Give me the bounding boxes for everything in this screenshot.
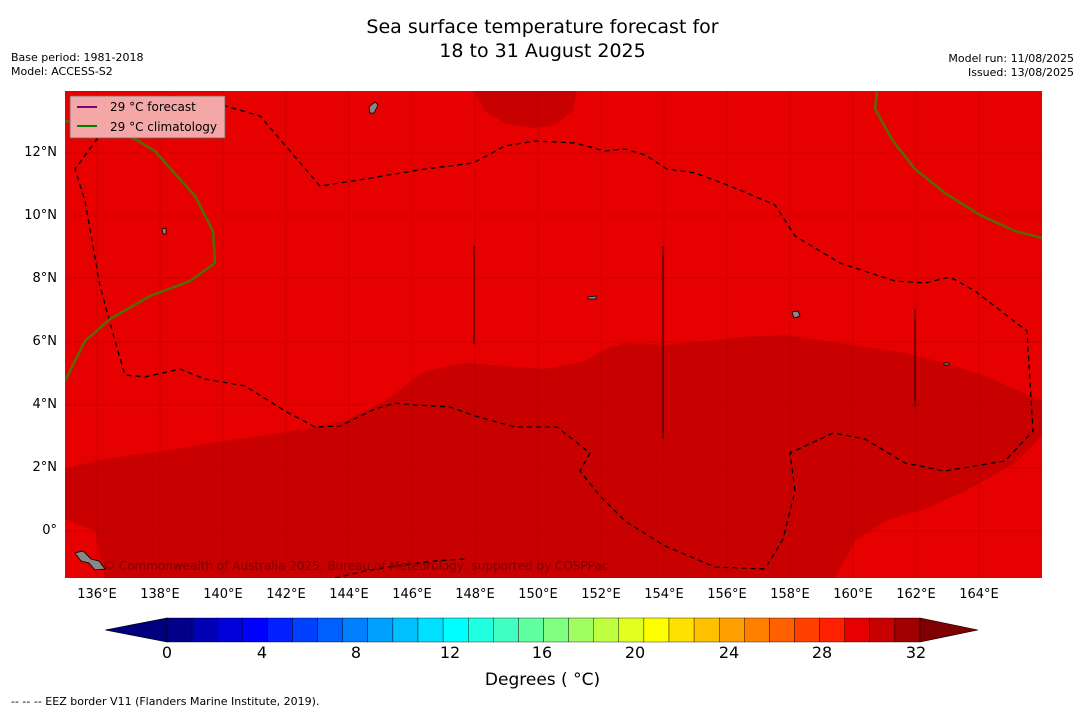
- colorbar-cell: [442, 617, 469, 643]
- colorbar-cell: [317, 617, 343, 643]
- base-period: Base period: 1981-2018: [11, 51, 144, 64]
- colorbar-cell: [693, 617, 720, 643]
- model-name: Model: ACCESS-S2: [11, 65, 113, 78]
- lon-label-152e: 152°E: [581, 587, 621, 602]
- colorbar-tick-4: 4: [256, 643, 268, 662]
- map-legend: 29 °C forecast 29 °C climatology: [69, 95, 226, 139]
- lon-label-136e: 136°E: [77, 587, 117, 602]
- colorbar-cell: [166, 617, 193, 643]
- colorbar-cell: [894, 617, 921, 643]
- colorbar-cell: [719, 617, 745, 643]
- colorbar-tick-0: 0: [161, 643, 173, 662]
- colorbar-cell: [417, 617, 444, 643]
- colorbar-cell: [367, 617, 394, 643]
- colorbar-cell: [267, 617, 293, 643]
- colorbar-over-arrow: [919, 617, 979, 643]
- graticule: [65, 91, 1042, 578]
- colorbar-cell: [794, 617, 820, 643]
- colorbar-tick-28: 28: [811, 643, 833, 662]
- colorbar-tick-32: 32: [905, 643, 927, 662]
- lon-label-140e: 140°E: [203, 587, 243, 602]
- colorbar-cell: [769, 617, 795, 643]
- colorbar-cell: [342, 617, 368, 643]
- colorbar-cell: [568, 617, 594, 643]
- colorbar-cell: [468, 617, 494, 643]
- colorbar: [105, 617, 979, 643]
- colorbar-cell: [392, 617, 419, 643]
- lon-label-162e: 162°E: [896, 587, 936, 602]
- eez-border: [74, 95, 1034, 570]
- eez-note: -- -- -- EEZ border V11 (Flanders Marine…: [11, 695, 320, 708]
- colorbar-label: Degrees ( °C): [484, 670, 601, 690]
- colorbar-cell: [518, 617, 544, 643]
- model-run: Model run: 11/08/2025: [948, 52, 1074, 65]
- lat-label-6n: 6°N: [32, 334, 58, 349]
- colorbar-tick-20: 20: [624, 643, 646, 662]
- colorbar-cell: [668, 617, 695, 643]
- sst-field-29-30: [65, 335, 1042, 578]
- lat-label-0: 0°: [42, 523, 57, 538]
- colorbar-cell: [593, 617, 620, 643]
- climatology-contour-west: [65, 119, 217, 382]
- colorbar-cell: [191, 617, 218, 643]
- legend-box: [69, 95, 226, 139]
- colorbar-cell: [643, 617, 670, 643]
- lon-label-154e: 154°E: [644, 587, 684, 602]
- info-left: Base period: 1981-2018 Model: ACCESS-S2: [11, 51, 143, 79]
- issued-date: Issued: 13/08/2025: [967, 66, 1074, 79]
- lon-label-148e: 148°E: [455, 587, 495, 602]
- lon-label-160e: 160°E: [833, 587, 873, 602]
- lon-label-156e: 156°E: [707, 587, 747, 602]
- colorbar-cell: [844, 617, 871, 643]
- colorbar-cell: [744, 617, 770, 643]
- colorbar-tick-16: 16: [531, 643, 553, 662]
- colorbar-cells: [105, 617, 979, 643]
- climatology-contour-east: [873, 91, 1042, 240]
- colorbar-tick-8: 8: [350, 643, 362, 662]
- islands: [74, 101, 950, 571]
- colorbar-cell: [543, 617, 569, 643]
- colorbar-under-arrow: [105, 617, 168, 643]
- colorbar-cell: [216, 617, 243, 643]
- lon-label-146e: 146°E: [392, 587, 432, 602]
- lat-label-4n: 4°N: [32, 397, 58, 412]
- lat-label-10n: 10°N: [24, 208, 57, 223]
- legend-climatology-label: 29 °C climatology: [110, 120, 217, 134]
- lon-label-164e: 164°E: [959, 587, 999, 602]
- colorbar-tick-12: 12: [439, 643, 461, 662]
- eez-border-lower: [334, 558, 466, 578]
- colorbar-cell: [618, 617, 645, 643]
- lon-label-144e: 144°E: [329, 587, 369, 602]
- colorbar-cell: [819, 617, 845, 643]
- lat-label-12n: 12°N: [24, 145, 57, 160]
- title-line-2: 18 to 31 August 2025: [439, 40, 646, 62]
- colorbar-tick-24: 24: [718, 643, 740, 662]
- copyright-credit: © Commonwealth of Australia 2025, Bureau…: [103, 559, 608, 573]
- colorbar-cell: [242, 617, 268, 643]
- map-title: Sea surface temperature forecast for 18 …: [0, 15, 1085, 63]
- sst-field-29-30-north: [473, 91, 577, 128]
- sst-map: 29 °C forecast 29 °C climatology © Commo…: [65, 91, 1042, 578]
- colorbar-cell: [292, 617, 318, 643]
- lat-label-8n: 8°N: [32, 271, 58, 286]
- colorbar-cell: [493, 617, 519, 643]
- lon-label-142e: 142°E: [266, 587, 306, 602]
- lon-label-150e: 150°E: [518, 587, 558, 602]
- title-line-1: Sea surface temperature forecast for: [366, 16, 719, 38]
- info-right: Model run: 11/08/2025 Issued: 13/08/2025: [948, 52, 1074, 80]
- colorbar-cell: [869, 617, 896, 643]
- lat-label-2n: 2°N: [32, 460, 58, 475]
- lon-label-138e: 138°E: [140, 587, 180, 602]
- lon-label-158e: 158°E: [770, 587, 810, 602]
- legend-forecast-label: 29 °C forecast: [110, 100, 196, 114]
